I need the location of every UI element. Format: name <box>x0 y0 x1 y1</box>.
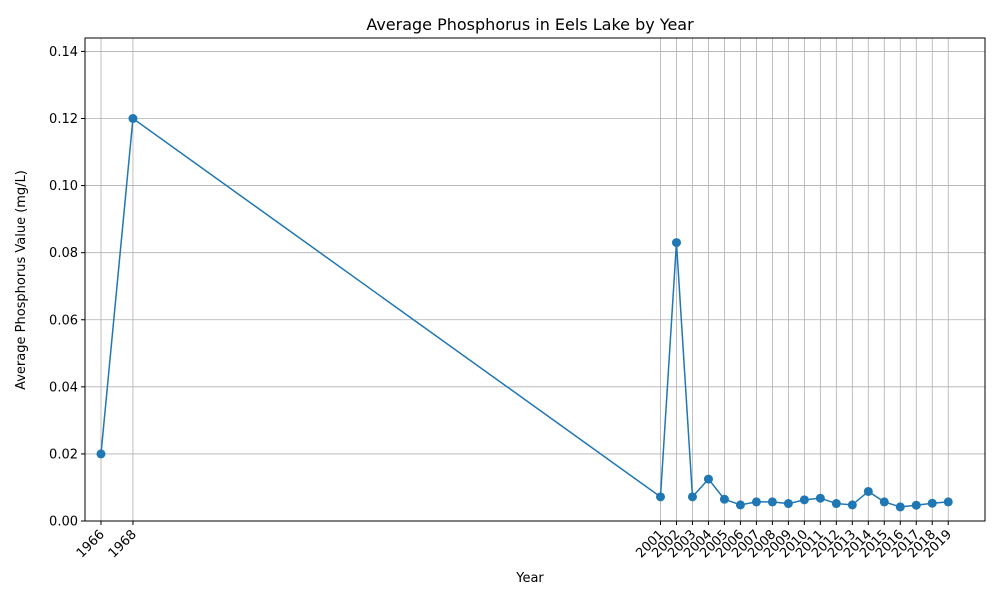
data-point <box>943 497 953 507</box>
grid <box>85 38 985 522</box>
x-axis-label: Year <box>515 571 544 586</box>
data-point <box>911 500 921 510</box>
data-point <box>895 502 905 512</box>
chart-title: Average Phosphorus in Eels Lake by Year <box>366 15 694 34</box>
data-point <box>927 498 937 508</box>
data-point <box>96 449 106 459</box>
data-point <box>783 499 793 509</box>
data-point <box>703 474 713 484</box>
data-point <box>863 486 873 496</box>
y-axis-ticks: 0.00 0.02 0.04 0.06 0.08 0.10 0.12 0.14 <box>49 45 85 530</box>
y-tick-label: 0.02 <box>49 447 78 462</box>
y-tick-label: 0.10 <box>49 179 78 194</box>
data-point <box>831 499 841 509</box>
y-tick-label: 0.04 <box>49 380 78 395</box>
y-tick-label: 0.12 <box>49 112 78 127</box>
data-point <box>655 492 665 502</box>
y-tick-label: 0.14 <box>49 45 78 60</box>
data-point <box>767 497 777 507</box>
series-line <box>100 117 949 508</box>
y-tick-label: 0.06 <box>49 313 78 328</box>
y-tick-label: 0.00 <box>49 515 78 530</box>
data-point <box>815 493 825 503</box>
data-point <box>671 238 681 248</box>
data-point <box>799 495 809 505</box>
data-point <box>687 492 697 502</box>
y-axis-label: Average Phosphorus Value (mg/L) <box>14 170 29 390</box>
x-tick-label: 1966 <box>74 527 108 561</box>
data-point <box>128 114 138 123</box>
data-point <box>847 500 857 510</box>
data-point <box>879 497 889 507</box>
data-point <box>719 494 729 504</box>
data-point <box>735 500 745 510</box>
series-layer <box>96 114 953 512</box>
x-tick-label: 1968 <box>106 527 140 561</box>
y-tick-label: 0.08 <box>49 246 78 261</box>
data-point <box>751 497 761 507</box>
plot-area-frame <box>84 37 986 522</box>
